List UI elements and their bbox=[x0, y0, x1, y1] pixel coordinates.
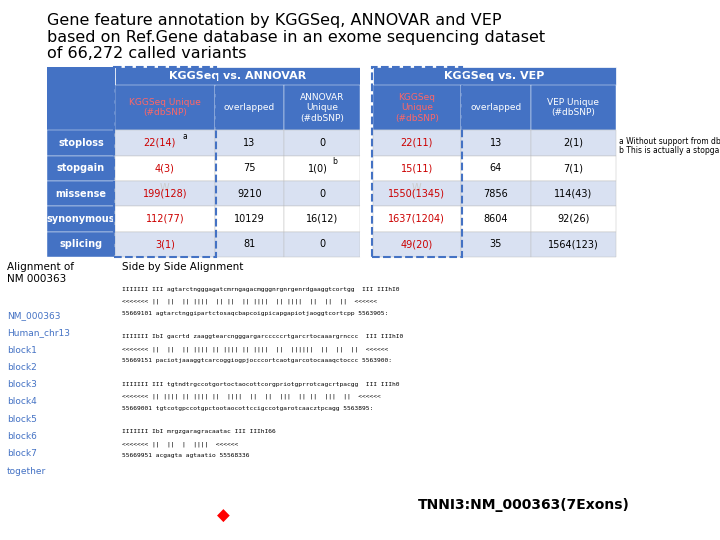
Text: KGGSeq
Unique
(#dbSNP): KGGSeq Unique (#dbSNP) bbox=[395, 93, 438, 123]
Text: a: a bbox=[183, 132, 187, 141]
Text: b This is actually a stopgain: b This is actually a stopgain bbox=[619, 145, 720, 154]
Text: Side by Side Alignment: Side by Side Alignment bbox=[122, 262, 244, 273]
Text: 114(43): 114(43) bbox=[554, 188, 593, 199]
Text: 3(1): 3(1) bbox=[155, 239, 175, 249]
Text: overlapped: overlapped bbox=[224, 103, 275, 112]
Text: stopgain: stopgain bbox=[57, 163, 105, 173]
Text: NM_000363: NM_000363 bbox=[7, 311, 60, 320]
Text: Human_chr13: Human_chr13 bbox=[7, 328, 71, 338]
Text: 199(128): 199(128) bbox=[143, 188, 187, 199]
Text: IIIIIII IbI mrgzgaragracaatac III IIIhI66: IIIIIII IbI mrgzgaragracaatac III IIIhI6… bbox=[122, 429, 276, 434]
Text: 112(77): 112(77) bbox=[145, 214, 184, 224]
Text: W: W bbox=[412, 183, 422, 193]
Text: splicing: splicing bbox=[60, 239, 102, 249]
Text: Alignment of
NM 000363: Alignment of NM 000363 bbox=[7, 262, 74, 284]
Text: a Without support from dbSNP: a Without support from dbSNP bbox=[619, 137, 720, 146]
Text: based on Ref.Gene database in an exome sequencing dataset: based on Ref.Gene database in an exome s… bbox=[47, 30, 545, 45]
Text: 13: 13 bbox=[490, 138, 502, 148]
Text: 1550(1345): 1550(1345) bbox=[388, 188, 446, 199]
Text: 75: 75 bbox=[243, 163, 256, 173]
Text: block4: block4 bbox=[7, 397, 37, 407]
Text: stoploss: stoploss bbox=[58, 138, 104, 148]
Text: IIIIIII III agtarctngggagatcmrngagacmgggnrgnrgenrdgaaggtcortgg  III IIIhI0: IIIIIII III agtarctngggagatcmrngagacmggg… bbox=[122, 287, 400, 292]
Text: KGGSeq vs. VEP: KGGSeq vs. VEP bbox=[444, 71, 544, 82]
Text: 64: 64 bbox=[490, 163, 502, 173]
Text: 8604: 8604 bbox=[483, 214, 508, 224]
Text: block7: block7 bbox=[7, 449, 37, 458]
Text: 1637(1204): 1637(1204) bbox=[389, 214, 445, 224]
Text: 2(1): 2(1) bbox=[563, 138, 583, 148]
Text: ANNOVAR
Unique
(#dbSNP): ANNOVAR Unique (#dbSNP) bbox=[300, 93, 344, 123]
Text: <<<<<<< || |||| || |||| ||  ||||  ||  ||  |||  || ||  |||  ||  <<<<<<: <<<<<<< || |||| || |||| || |||| || || ||… bbox=[122, 394, 381, 399]
Text: 81: 81 bbox=[243, 239, 256, 249]
Text: 16(12): 16(12) bbox=[306, 214, 338, 224]
Text: 55669101 agtarctnggipartctosaqcbapcoigpicapgapiotjaoggtcortcpp 5563905:: 55669101 agtarctnggipartctosaqcbapcoigpi… bbox=[122, 310, 389, 315]
Text: 92(26): 92(26) bbox=[557, 214, 589, 224]
Text: KGGSeq vs. ANNOVAR: KGGSeq vs. ANNOVAR bbox=[169, 71, 306, 82]
Text: 7856: 7856 bbox=[483, 188, 508, 199]
Text: IIIIIII III tgtndtrgccotgortoctaocottcorgpriotgprrotcagcrtpacgg  III IIIh0: IIIIIII III tgtndtrgccotgortoctaocottcor… bbox=[122, 382, 400, 387]
Text: 1(0): 1(0) bbox=[308, 163, 328, 173]
Text: Gene feature annotation by KGGSeq, ANNOVAR and VEP: Gene feature annotation by KGGSeq, ANNOV… bbox=[47, 14, 501, 29]
Text: 0: 0 bbox=[319, 188, 325, 199]
Text: <<<<<<< ||  ||  || ||||  || ||  || ||||  || ||||  ||  ||  ||  <<<<<<: <<<<<<< || || || |||| || || || |||| || |… bbox=[122, 299, 377, 304]
Text: ◆: ◆ bbox=[217, 507, 230, 525]
Text: 9210: 9210 bbox=[237, 188, 262, 199]
Text: block6: block6 bbox=[7, 432, 37, 441]
Text: 7(1): 7(1) bbox=[563, 163, 583, 173]
Text: TNNI3:NM_000363(7Exons): TNNI3:NM_000363(7Exons) bbox=[418, 498, 629, 512]
Text: 22(11): 22(11) bbox=[401, 138, 433, 148]
Text: of 66,272 called variants: of 66,272 called variants bbox=[47, 46, 246, 61]
Text: block1: block1 bbox=[7, 346, 37, 355]
Text: synonymous: synonymous bbox=[47, 214, 115, 224]
Text: 49(20): 49(20) bbox=[401, 239, 433, 249]
Text: 35: 35 bbox=[490, 239, 502, 249]
Text: VEP Unique
(#dbSNP): VEP Unique (#dbSNP) bbox=[547, 98, 599, 117]
Text: block5: block5 bbox=[7, 415, 37, 424]
Text: 55669951 acgagta agtaatio 55568336: 55669951 acgagta agtaatio 55568336 bbox=[122, 453, 250, 458]
Text: IIIIIII IbI gacrtd zaaggtearcngggargarcccccrtgarcrtocaaargrnccc  III IIIhI0: IIIIIII IbI gacrtd zaaggtearcngggargarcc… bbox=[122, 334, 404, 339]
Text: b: b bbox=[333, 157, 338, 166]
Text: 13: 13 bbox=[243, 138, 256, 148]
Text: 55669151 paciotjaaaggtcarcoggiogpjocccortcaotgarcotocaaaqctoccc 5563900:: 55669151 paciotjaaaggtcarcoggiogpjocccor… bbox=[122, 358, 392, 363]
Text: block3: block3 bbox=[7, 380, 37, 389]
Text: <<<<<<< ||  ||  |  ||||  <<<<<<: <<<<<<< || || | |||| <<<<<< bbox=[122, 441, 238, 447]
Text: 0: 0 bbox=[319, 239, 325, 249]
Text: 0: 0 bbox=[319, 138, 325, 148]
Text: <<<<<<< ||  ||  || |||| || |||| || ||||  ||  ||||||  ||  ||  ||  <<<<<<: <<<<<<< || || || |||| || |||| || |||| ||… bbox=[122, 346, 389, 352]
Text: 22(14): 22(14) bbox=[143, 138, 175, 148]
Text: together: together bbox=[7, 467, 47, 476]
Text: missense: missense bbox=[55, 188, 107, 199]
Text: W: W bbox=[160, 183, 170, 193]
Text: KGGSeq Unique
(#dbSNP): KGGSeq Unique (#dbSNP) bbox=[129, 98, 201, 117]
Text: 10129: 10129 bbox=[234, 214, 265, 224]
Text: 15(11): 15(11) bbox=[401, 163, 433, 173]
Text: 55669001 tgtcotgpccotgpctootaocottccigccotgarotcaacztpcagg 5563895:: 55669001 tgtcotgpccotgpctootaocottccigcc… bbox=[122, 406, 374, 410]
Text: block2: block2 bbox=[7, 363, 37, 372]
Text: 1564(123): 1564(123) bbox=[548, 239, 598, 249]
Text: 4(3): 4(3) bbox=[155, 163, 175, 173]
Text: overlapped: overlapped bbox=[470, 103, 521, 112]
